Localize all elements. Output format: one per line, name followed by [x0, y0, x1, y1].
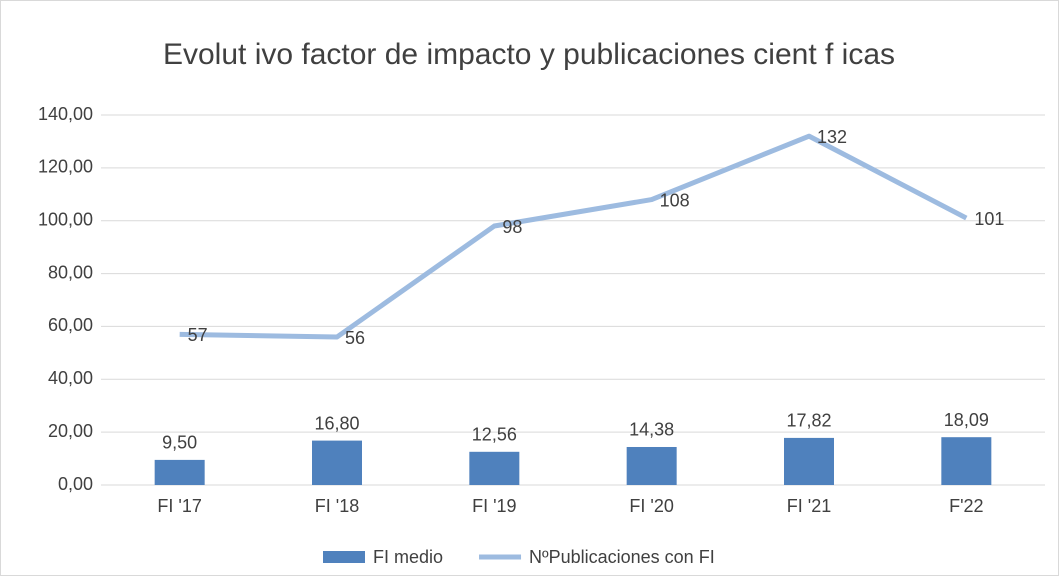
data-label: 132: [817, 127, 847, 147]
data-label: 12,56: [472, 425, 517, 445]
data-label: 9,50: [162, 433, 197, 453]
bar: [626, 446, 677, 485]
x-tick-label: FI '17: [157, 496, 201, 516]
line: [179, 133, 968, 340]
data-label: 98: [502, 217, 522, 237]
data-label: 56: [345, 328, 365, 348]
y-tick-label: 120,00: [38, 157, 93, 177]
y-tick-label: 140,00: [38, 104, 93, 124]
y-tick-label: 100,00: [38, 209, 93, 229]
legend-label: FI medio: [373, 547, 443, 567]
data-label: 18,09: [944, 410, 989, 430]
bar: [154, 459, 205, 485]
data-label: 108: [660, 190, 690, 210]
data-label: 101: [974, 209, 1004, 229]
x-tick-label: FI '19: [472, 496, 516, 516]
bar: [312, 440, 362, 485]
x-tick-label: FI '20: [629, 496, 673, 516]
data-label: 17,82: [786, 411, 831, 431]
legend-label: NºPublicaciones con FI: [529, 547, 715, 567]
y-tick-label: 20,00: [48, 421, 93, 441]
bar: [784, 437, 834, 485]
x-tick-label: F'22: [949, 496, 983, 516]
data-label: 57: [188, 325, 208, 345]
x-tick-label: FI '18: [315, 496, 359, 516]
y-tick-label: 60,00: [48, 315, 93, 335]
y-tick-label: 0,00: [58, 474, 93, 494]
y-tick-label: 40,00: [48, 368, 93, 388]
bar: [941, 437, 992, 485]
data-label: 14,38: [629, 420, 674, 440]
chart-title: Evolut ivo factor de impacto y publicaci…: [163, 38, 895, 71]
bar: [469, 451, 520, 485]
x-tick-label: FI '21: [787, 496, 831, 516]
y-tick-label: 80,00: [48, 262, 93, 282]
legend-swatch: [323, 551, 365, 563]
data-label: 16,80: [314, 413, 359, 433]
